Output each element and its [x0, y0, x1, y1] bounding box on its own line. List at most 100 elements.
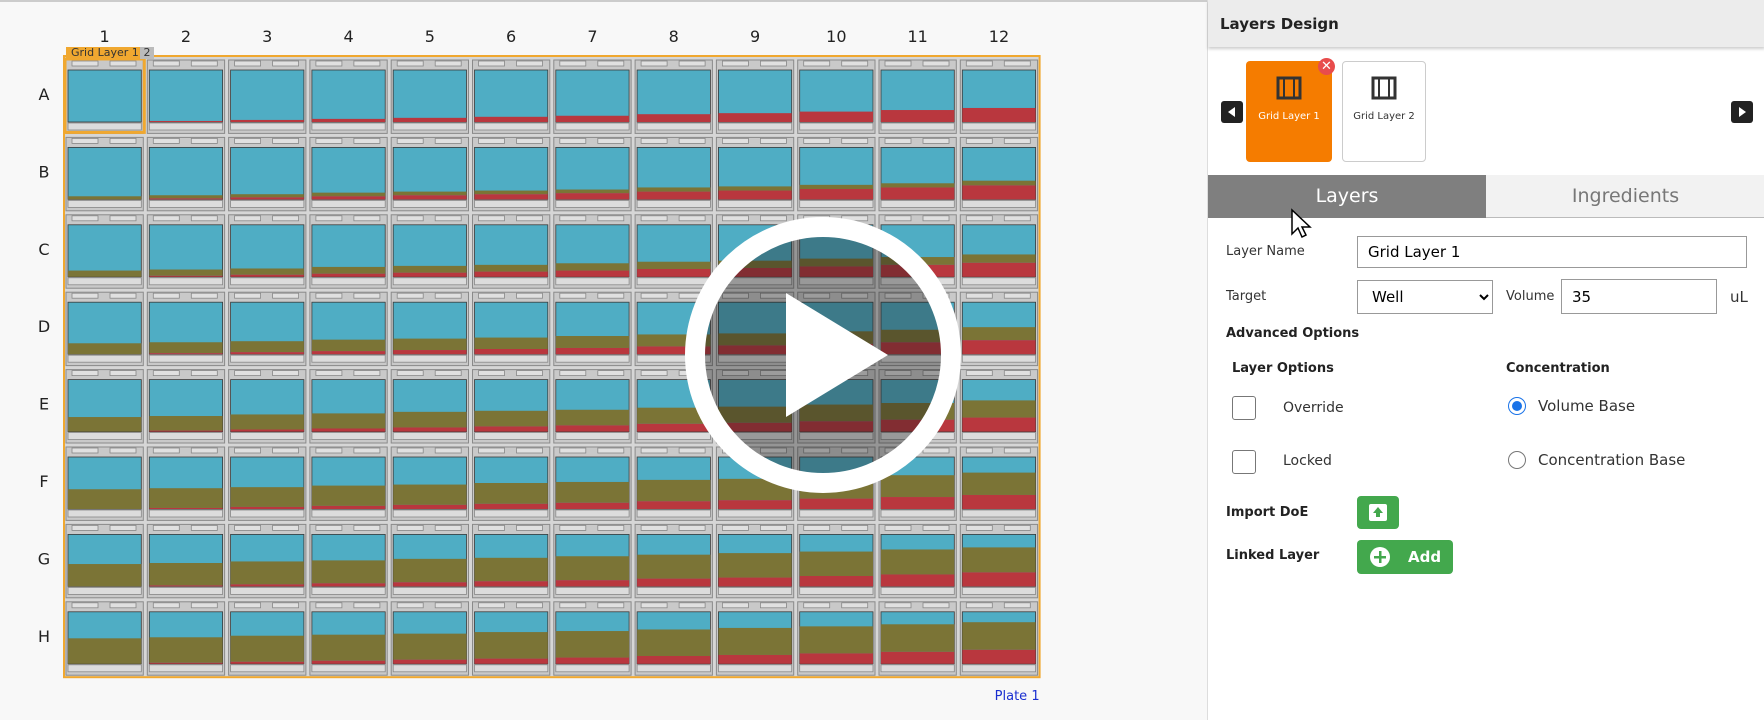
tab-active[interactable]: Layers: [1208, 175, 1486, 218]
red-layer: [637, 346, 711, 355]
well-bottom: [230, 354, 305, 363]
olive-layer: [149, 563, 223, 586]
layer-card[interactable]: Grid Layer 1: [1246, 61, 1332, 162]
tab[interactable]: Ingredients: [1486, 175, 1764, 218]
target-select[interactable]: Well: [1357, 280, 1493, 314]
olive-layer: [393, 265, 467, 273]
layer-name-input[interactable]: [1357, 236, 1747, 268]
well-bottom: [392, 199, 467, 208]
olive-layer: [799, 551, 873, 576]
olive-layer: [149, 637, 223, 663]
well-tab: [884, 60, 912, 67]
well-tab: [922, 525, 950, 531]
well-bottom: [799, 199, 874, 208]
well-bottom: [555, 509, 630, 518]
layers-panel: Layers Design Grid Layer 1 ✕ Grid Layer …: [1207, 0, 1764, 720]
well-liquid: [311, 146, 386, 200]
well-liquid: [67, 146, 142, 200]
red-layer: [637, 269, 711, 277]
well-bottom: [230, 277, 305, 286]
well-tab: [190, 525, 218, 531]
olive-layer: [311, 266, 386, 274]
well-bottom: [961, 509, 1036, 518]
olive-layer: [637, 261, 711, 269]
well-bottom: [880, 122, 955, 131]
well-bottom: [311, 587, 386, 595]
olive-layer: [718, 553, 792, 578]
olive-layer: [637, 629, 711, 656]
well-tab: [1003, 137, 1031, 144]
well-tab: [152, 60, 180, 67]
red-layer: [149, 275, 223, 277]
well-tab: [315, 60, 343, 67]
well-bottom: [718, 509, 793, 518]
well-tab: [353, 137, 381, 144]
well-bottom: [230, 122, 305, 131]
well-tab: [353, 215, 381, 222]
row-label: A: [39, 85, 50, 104]
import-button[interactable]: [1357, 496, 1399, 529]
olive-layer: [474, 483, 548, 504]
red-layer: [474, 426, 548, 432]
checkbox[interactable]: [1232, 396, 1256, 420]
olive-layer: [799, 258, 873, 267]
layer-card[interactable]: Grid Layer 2: [1342, 61, 1426, 162]
well-tab: [841, 602, 869, 609]
olive-layer: [881, 475, 955, 498]
well-bottom: [636, 122, 711, 131]
add-button[interactable]: Add: [1357, 540, 1453, 574]
well-tab: [315, 370, 343, 377]
checkbox[interactable]: [1232, 450, 1256, 474]
olive-layer: [637, 407, 711, 424]
well-tab: [353, 60, 381, 67]
well-bottom: [67, 587, 142, 595]
red-layer: [149, 198, 223, 200]
well-tab: [640, 370, 668, 377]
layer-card-label: Grid Layer 1: [1258, 111, 1320, 122]
well-liquid: [392, 69, 467, 123]
column-label: 7: [587, 27, 597, 46]
column-label: 5: [425, 27, 435, 46]
well-tab: [109, 60, 137, 67]
well-tab: [190, 292, 218, 299]
red-layer: [962, 494, 1036, 509]
olive-layer: [718, 627, 792, 655]
volume-input[interactable]: [1561, 279, 1717, 314]
layer-card-label: Grid Layer 2: [1353, 111, 1415, 122]
red-layer: [393, 117, 467, 122]
prev-button[interactable]: [1221, 101, 1243, 123]
red-layer: [149, 662, 223, 664]
red-layer: [555, 657, 630, 664]
well-bottom: [961, 432, 1036, 441]
well-tab: [1003, 447, 1031, 454]
olive-layer: [393, 338, 467, 351]
red-layer: [881, 342, 955, 355]
panel-header: Layers Design: [1208, 0, 1764, 47]
well-bottom: [392, 587, 467, 595]
red-layer: [311, 583, 386, 587]
olive-layer: [962, 327, 1036, 341]
well-bottom: [392, 664, 467, 673]
column-label: 10: [826, 27, 846, 46]
next-button[interactable]: [1731, 101, 1753, 123]
well-bottom: [555, 587, 630, 595]
well-tab: [559, 525, 587, 531]
well-tab: [678, 137, 706, 144]
well-tab: [478, 525, 505, 531]
well-bottom: [718, 587, 793, 595]
play-overlay[interactable]: [683, 215, 963, 495]
well-bottom: [67, 277, 142, 286]
well-bottom: [474, 509, 549, 518]
well-tab: [516, 137, 543, 144]
well-liquid: [148, 146, 224, 200]
olive-layer: [230, 268, 304, 275]
olive-layer: [881, 624, 955, 652]
radio[interactable]: [1508, 451, 1526, 469]
row-label: E: [39, 395, 49, 414]
well-tab: [597, 60, 625, 67]
radio-checked[interactable]: [1508, 397, 1526, 415]
delete-layer[interactable]: ✕: [1318, 58, 1335, 75]
olive-layer: [230, 194, 304, 198]
well-bottom: [230, 199, 305, 208]
well-tab: [434, 370, 462, 377]
